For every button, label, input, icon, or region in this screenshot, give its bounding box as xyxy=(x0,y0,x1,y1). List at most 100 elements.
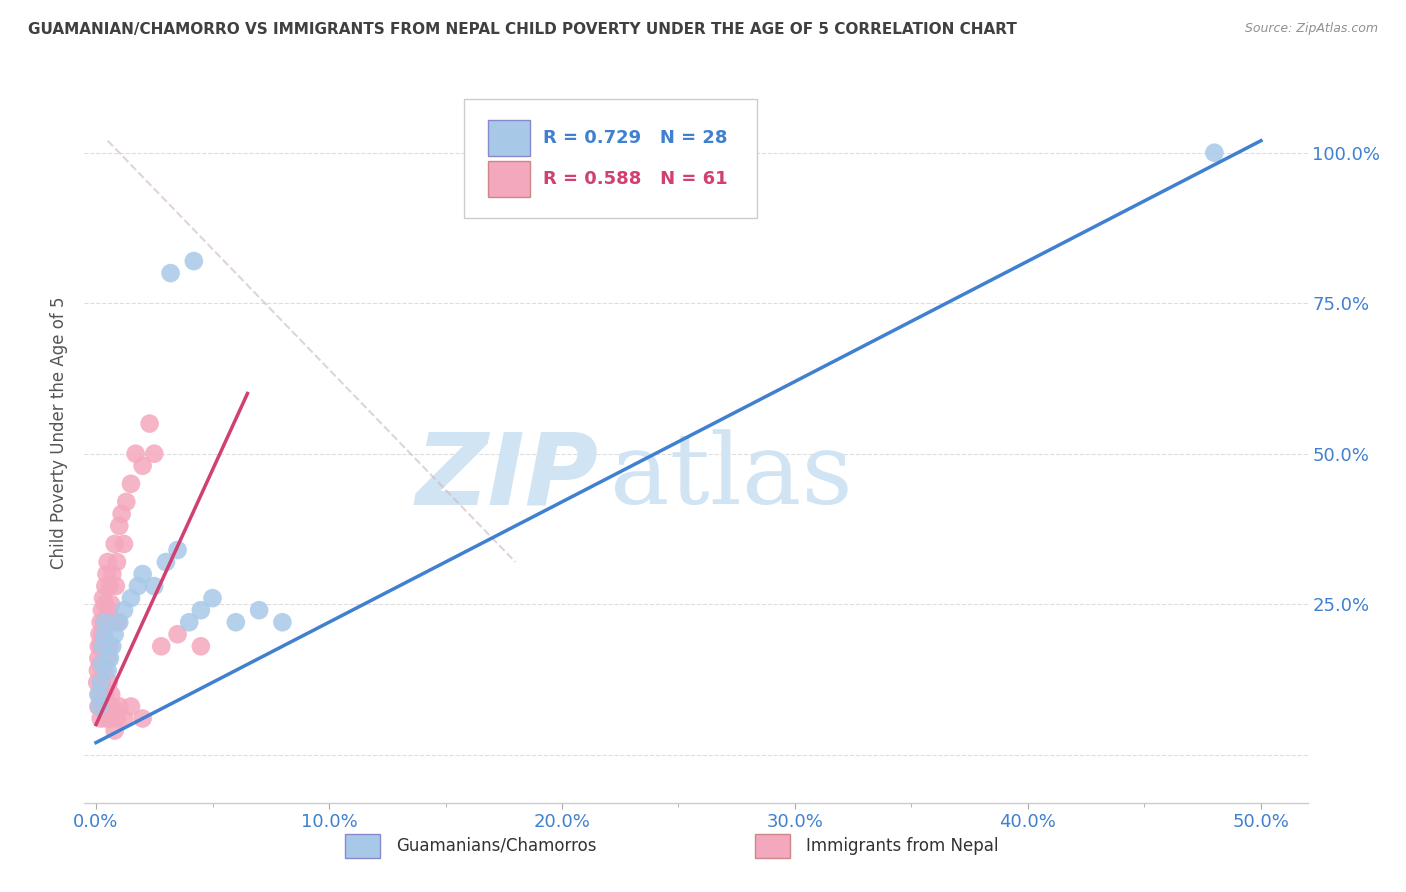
Point xyxy=(94,615,117,630)
Text: ZIP: ZIP xyxy=(415,428,598,525)
Point xyxy=(166,543,188,558)
Point xyxy=(115,495,138,509)
Point xyxy=(87,688,110,702)
FancyBboxPatch shape xyxy=(344,834,381,857)
Point xyxy=(179,615,201,630)
Point xyxy=(86,675,108,690)
Point xyxy=(131,458,153,473)
Point xyxy=(94,640,117,654)
Point xyxy=(89,688,111,702)
Point xyxy=(93,664,115,678)
Point xyxy=(90,615,112,630)
Text: Guamanians/Chamorros: Guamanians/Chamorros xyxy=(396,837,596,855)
Point xyxy=(91,591,114,606)
Point xyxy=(112,537,135,551)
Point xyxy=(89,627,111,641)
Point xyxy=(112,712,135,726)
Point xyxy=(100,688,122,702)
Point xyxy=(97,651,120,665)
Text: R = 0.588   N = 61: R = 0.588 N = 61 xyxy=(543,169,728,187)
Point xyxy=(91,640,114,654)
Point xyxy=(97,664,120,678)
Point xyxy=(89,699,111,714)
FancyBboxPatch shape xyxy=(488,120,530,156)
Point xyxy=(127,579,149,593)
Point xyxy=(108,519,131,533)
Point xyxy=(98,651,121,665)
Point xyxy=(89,657,111,672)
Point xyxy=(93,664,115,678)
Point xyxy=(120,591,142,606)
Point xyxy=(124,447,146,461)
Point xyxy=(97,675,120,690)
Point xyxy=(100,597,122,611)
Point xyxy=(97,699,120,714)
Point xyxy=(143,447,166,461)
Point xyxy=(96,567,118,582)
Point xyxy=(90,640,112,654)
Point xyxy=(90,675,112,690)
Point xyxy=(190,640,212,654)
Point xyxy=(108,699,131,714)
Point xyxy=(96,712,118,726)
Point xyxy=(150,640,173,654)
Point xyxy=(1204,145,1226,160)
Point xyxy=(93,627,115,641)
Point xyxy=(247,603,270,617)
Y-axis label: Child Poverty Under the Age of 5: Child Poverty Under the Age of 5 xyxy=(51,296,69,569)
Point xyxy=(97,603,120,617)
Point xyxy=(90,603,112,617)
Point xyxy=(120,476,142,491)
Point xyxy=(105,555,128,569)
Point xyxy=(97,555,120,569)
Text: atlas: atlas xyxy=(610,429,853,524)
Point xyxy=(225,615,247,630)
Point xyxy=(90,675,112,690)
Point xyxy=(87,651,110,665)
Text: Immigrants from Nepal: Immigrants from Nepal xyxy=(806,837,998,855)
FancyBboxPatch shape xyxy=(488,161,530,197)
Point xyxy=(107,615,129,630)
Point xyxy=(98,579,121,593)
Point xyxy=(143,579,166,593)
Point xyxy=(108,615,131,630)
Point xyxy=(87,664,110,678)
FancyBboxPatch shape xyxy=(755,834,790,857)
Text: GUAMANIAN/CHAMORRO VS IMMIGRANTS FROM NEPAL CHILD POVERTY UNDER THE AGE OF 5 COR: GUAMANIAN/CHAMORRO VS IMMIGRANTS FROM NE… xyxy=(28,22,1017,37)
Point xyxy=(104,579,127,593)
Point xyxy=(101,567,124,582)
Point xyxy=(101,640,124,654)
Point xyxy=(271,615,294,630)
Point xyxy=(104,627,127,641)
Point xyxy=(112,603,135,617)
Point xyxy=(90,712,112,726)
Point xyxy=(94,579,117,593)
Point xyxy=(94,688,117,702)
Point xyxy=(91,699,114,714)
Point xyxy=(103,615,125,630)
Text: Source: ZipAtlas.com: Source: ZipAtlas.com xyxy=(1244,22,1378,36)
Point xyxy=(94,597,117,611)
Text: R = 0.729   N = 28: R = 0.729 N = 28 xyxy=(543,129,727,147)
Point xyxy=(138,417,160,431)
Point xyxy=(131,712,153,726)
FancyBboxPatch shape xyxy=(464,99,758,218)
Point xyxy=(120,699,142,714)
Point xyxy=(90,657,112,672)
Point xyxy=(98,640,121,654)
Point xyxy=(96,615,118,630)
Point xyxy=(105,712,128,726)
Point xyxy=(98,712,121,726)
Point xyxy=(101,699,124,714)
Point xyxy=(93,615,115,630)
Point xyxy=(87,699,110,714)
Point xyxy=(131,567,153,582)
Point xyxy=(155,555,177,569)
Point xyxy=(87,640,110,654)
Point xyxy=(201,591,224,606)
Point xyxy=(91,627,114,641)
Point xyxy=(104,723,127,738)
Point xyxy=(183,254,205,268)
Point xyxy=(111,507,134,521)
Point xyxy=(104,537,127,551)
